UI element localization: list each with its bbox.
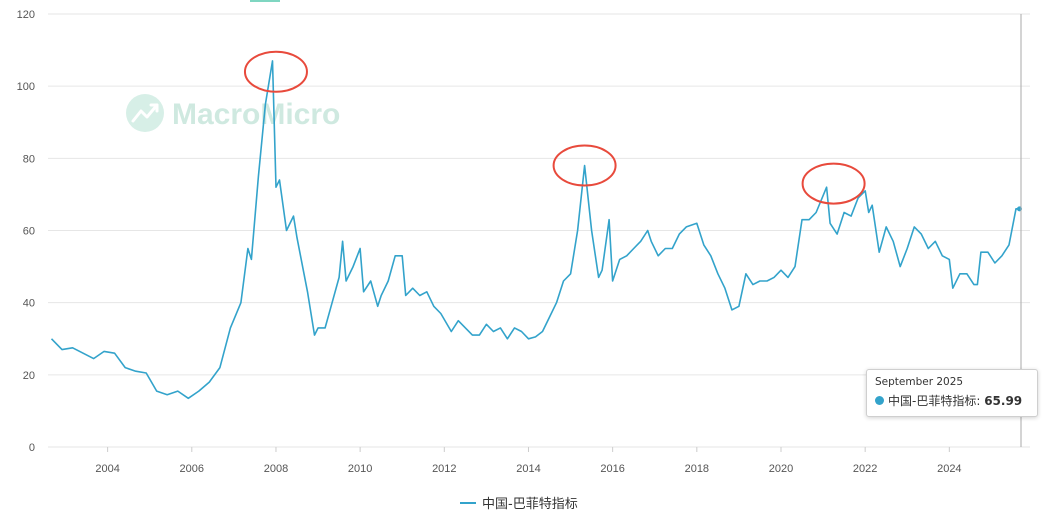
highlight-circle <box>552 144 617 187</box>
x-tick-label: 2022 <box>853 463 877 475</box>
legend-swatch <box>460 502 476 504</box>
highlight-circle <box>243 50 308 93</box>
y-tick-label: 60 <box>23 226 35 238</box>
grid-lines <box>48 13 1030 448</box>
hover-tooltip: September 2025 中国-巴菲特指标: 65.99 <box>866 369 1038 417</box>
tooltip-date: September 2025 <box>875 376 964 388</box>
x-tick-label: 2014 <box>516 463 540 475</box>
top-edge-mark <box>250 0 280 2</box>
annotation-layer <box>243 50 866 205</box>
y-tick-label: 80 <box>23 153 35 165</box>
legend[interactable]: 中国-巴菲特指标 <box>460 493 578 512</box>
y-axis-ticks: 0 20 40 60 80 100 120 <box>17 9 35 454</box>
y-tick-label: 20 <box>23 370 35 382</box>
macromicro-logo-icon <box>126 94 164 132</box>
x-tick-label: 2016 <box>600 463 624 475</box>
x-tick-label: 2010 <box>348 463 372 475</box>
x-axis-ticks: 2004 2006 2008 2010 2012 2014 2016 2018 2020 2022… <box>95 447 962 475</box>
x-tick-label: 2012 <box>432 463 456 475</box>
tooltip-series-label: 中国-巴菲特指标: <box>888 394 981 408</box>
tooltip-value: 65.99 <box>984 394 1023 408</box>
legend-label: 中国-巴菲特指标 <box>482 497 578 512</box>
y-tick-label: 100 <box>17 81 35 93</box>
tooltip-row: 中国-巴菲特指标: 65.99 <box>875 392 1029 409</box>
y-tick-label: 0 <box>29 442 35 454</box>
watermark-text: MacroMicro <box>172 98 340 131</box>
x-tick-label: 2018 <box>685 463 709 475</box>
y-tick-label: 40 <box>23 298 35 310</box>
macromicro-watermark: MacroMicro <box>126 94 340 132</box>
highlight-circle <box>801 162 866 205</box>
x-tick-label: 2020 <box>769 463 793 475</box>
series-line <box>50 60 1020 400</box>
y-tick-label: 120 <box>17 9 35 21</box>
x-tick-label: 2024 <box>937 463 961 475</box>
x-tick-label: 2004 <box>95 463 119 475</box>
x-tick-label: 2006 <box>180 463 204 475</box>
tooltip-series-dot <box>875 396 884 405</box>
x-tick-label: 2008 <box>264 463 288 475</box>
